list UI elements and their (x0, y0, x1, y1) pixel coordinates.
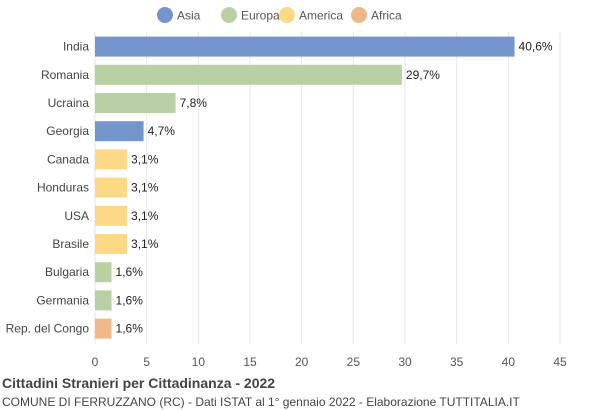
category-label: Germania (36, 293, 89, 307)
value-label: 7,8% (180, 96, 208, 110)
legend-swatch-america (279, 7, 295, 23)
x-tick-label: 35 (450, 355, 464, 369)
bar (95, 205, 128, 226)
value-label: 3,1% (131, 152, 159, 166)
value-label: 1,6% (116, 293, 144, 307)
bar (95, 262, 112, 283)
bar (95, 290, 112, 311)
x-tick-label: 40 (502, 355, 516, 369)
bar (95, 234, 128, 254)
value-label: 40,6% (519, 40, 553, 54)
chart-subtitle: COMUNE DI FERRUZZANO (RC) - Dati ISTAT a… (2, 395, 520, 409)
legend-swatch-europa (221, 7, 237, 23)
legend-label-america: America (299, 9, 343, 23)
x-tick-label: 25 (347, 355, 361, 369)
category-labels: India Romania Ucraina Georgia Canada Honduras… (6, 40, 90, 336)
x-tick-label: 15 (243, 355, 257, 369)
legend-label-africa: Africa (371, 9, 402, 23)
bar (95, 121, 144, 142)
category-label: Bulgaria (45, 265, 89, 279)
x-tick-label: 20 (295, 355, 309, 369)
bars (95, 36, 515, 339)
value-labels: 40,6% 29,7% 7,8% 4,7% 3,1% 3,1% 3,1% 3,1% 1,6% 1,… (116, 40, 553, 336)
legend: Asia Europa America Africa (157, 7, 402, 23)
category-label: India (63, 40, 89, 54)
value-label: 4,7% (148, 124, 176, 138)
category-label: Canada (47, 152, 89, 166)
category-label: Honduras (37, 181, 89, 195)
x-tick-label: 5 (143, 355, 150, 369)
bar (95, 318, 112, 339)
x-tick-label: 30 (398, 355, 412, 369)
value-label: 1,6% (116, 322, 144, 336)
bar (95, 177, 128, 198)
value-label: 1,6% (116, 265, 144, 279)
chart-title: Cittadini Stranieri per Cittadinanza - 2… (2, 375, 276, 391)
value-label: 3,1% (131, 237, 159, 251)
legend-swatch-asia (157, 7, 173, 23)
bar (95, 149, 128, 170)
bar (95, 36, 515, 57)
x-tick-label: 45 (553, 355, 567, 369)
category-label: Rep. del Congo (6, 322, 90, 336)
x-axis-ticks: 0 5 10 15 20 25 30 35 40 45 (92, 355, 567, 369)
legend-label-asia: Asia (177, 9, 201, 23)
bar-chart: Asia Europa America Africa India Romania Ucra… (6, 7, 567, 369)
legend-label-europa: Europa (241, 9, 280, 23)
value-label: 3,1% (131, 209, 159, 223)
bar (95, 93, 176, 113)
x-tick-label: 0 (92, 355, 99, 369)
bar (95, 64, 402, 85)
value-label: 29,7% (406, 68, 440, 82)
category-label: Georgia (46, 124, 89, 138)
x-tick-label: 10 (192, 355, 206, 369)
legend-swatch-africa (351, 7, 367, 23)
category-label: Brasile (52, 237, 89, 251)
category-label: USA (64, 209, 89, 223)
value-label: 3,1% (131, 181, 159, 195)
category-label: Romania (41, 68, 89, 82)
category-label: Ucraina (48, 96, 90, 110)
